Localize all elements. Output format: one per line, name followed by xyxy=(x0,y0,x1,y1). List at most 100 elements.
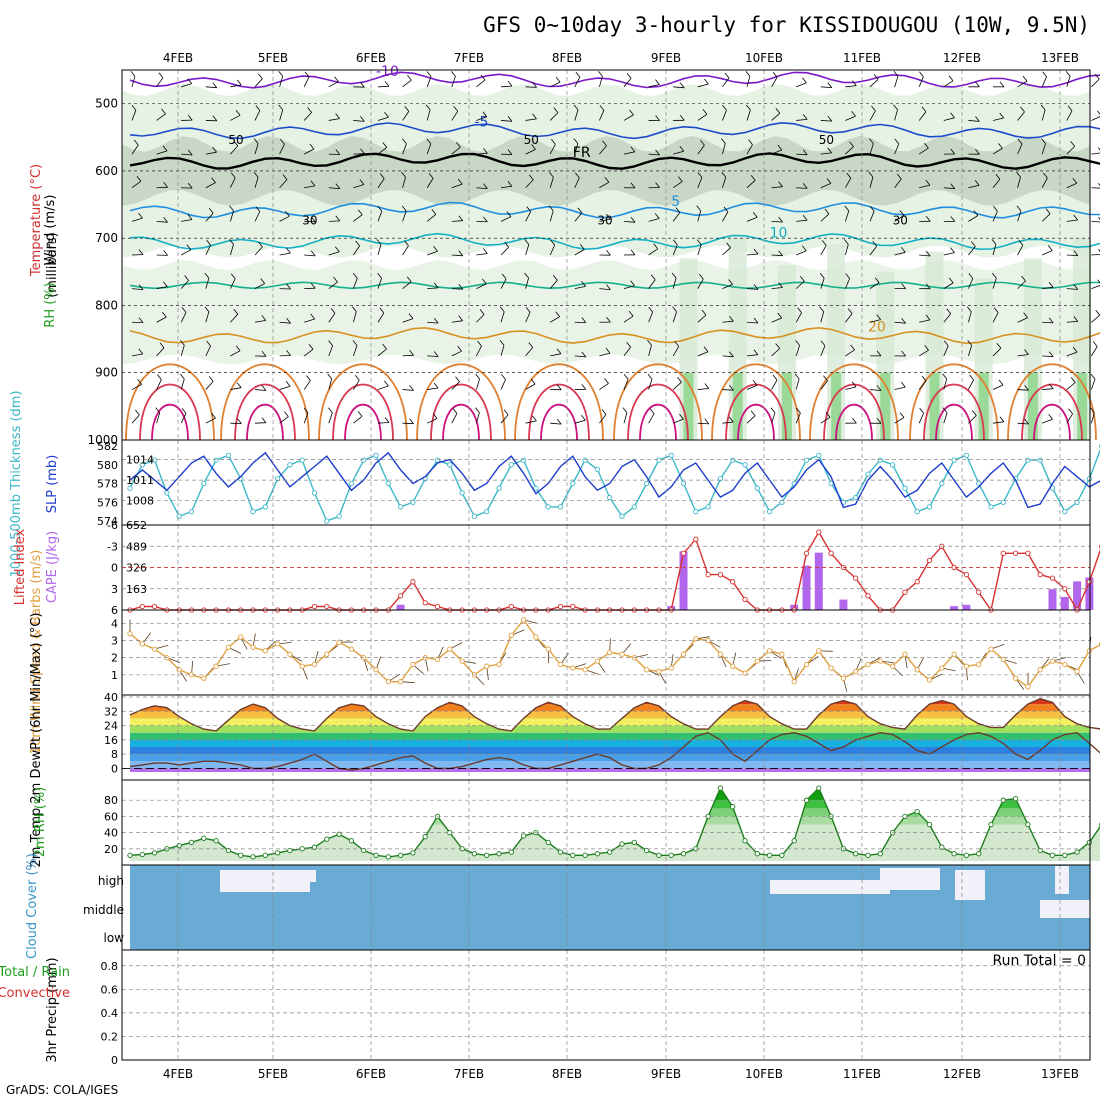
thickness-series-point xyxy=(397,504,404,510)
wind-barb-flag xyxy=(360,116,365,122)
wind-barb xyxy=(549,316,560,323)
wind-barb-flag xyxy=(869,205,875,212)
wind-barb xyxy=(377,278,382,289)
wind-barb xyxy=(869,211,875,222)
wind-barb-flag xyxy=(335,215,341,222)
wind-barb xyxy=(918,76,924,87)
li-series-point xyxy=(151,603,158,610)
wind-barb-flag xyxy=(163,217,168,223)
wind-barb xyxy=(230,350,241,357)
wind-barb xyxy=(254,389,267,391)
wind-barb xyxy=(205,311,210,323)
rh-column-moist xyxy=(1027,372,1038,440)
wind-barb xyxy=(672,381,682,390)
wind-barb xyxy=(992,347,1002,357)
wind-barb xyxy=(943,313,952,323)
wind-barb-flag xyxy=(328,340,333,346)
wind-barb xyxy=(377,116,389,121)
wind-barb xyxy=(1066,219,1078,222)
wind-barb-flag xyxy=(1017,138,1023,145)
wind10-series-point xyxy=(287,651,293,657)
wind-barb xyxy=(1091,187,1100,189)
temp-stripe xyxy=(130,739,1090,747)
wind-barb-flag xyxy=(309,143,315,150)
thickness-series-point xyxy=(311,490,318,496)
wind-barb xyxy=(795,312,802,323)
wind-barb xyxy=(869,143,874,155)
wind-barb-flag xyxy=(679,115,685,121)
wind-barb xyxy=(402,318,414,323)
cloud-gap xyxy=(955,870,985,900)
rh2m-series-point xyxy=(631,839,637,846)
wind-barb xyxy=(156,347,165,357)
wind-barb-flag xyxy=(138,249,144,255)
wind-barb-flag xyxy=(852,417,857,424)
wind-barb-flag xyxy=(333,276,338,283)
li-series-point xyxy=(311,603,318,610)
wind-barb-flag xyxy=(998,143,1003,149)
wind-barb-flag xyxy=(796,407,801,414)
wind-barb-flag xyxy=(655,149,660,156)
wind-barb xyxy=(181,249,192,256)
warm-dome-contour xyxy=(835,403,873,441)
wind-barb-flag xyxy=(184,275,189,281)
wind-barb xyxy=(328,118,340,121)
li-tick: 3 xyxy=(111,583,118,596)
wind-barb xyxy=(549,144,556,155)
wind-barb xyxy=(943,282,954,289)
wind-barb xyxy=(968,379,974,390)
wind-barb-flag xyxy=(556,384,562,390)
wind-barb xyxy=(672,277,677,289)
rh2m-tick: 20 xyxy=(104,843,118,856)
wind-barb xyxy=(968,278,974,289)
rh2m-tick: 80 xyxy=(104,794,118,807)
wind-barb-flag xyxy=(206,340,211,347)
wind10-series-point xyxy=(520,617,527,623)
wind-barb xyxy=(869,282,880,289)
rh2m-series-point xyxy=(238,852,244,858)
wind-barb-flag xyxy=(795,340,800,346)
wind-barb-flag xyxy=(1018,240,1024,246)
rh2m-series-point xyxy=(1074,849,1080,855)
wind-barb-flag xyxy=(280,138,285,145)
wind-barb-flag xyxy=(408,313,414,319)
wind-barb-flag xyxy=(581,415,586,421)
wind-barb xyxy=(230,84,242,88)
rh-contour-label: 50 xyxy=(228,133,243,147)
li-series-point xyxy=(324,603,330,610)
wind-barb-flag xyxy=(482,248,488,254)
rh2m-series-point xyxy=(951,851,957,857)
wind-barb xyxy=(722,247,731,256)
wind10-series-point xyxy=(791,679,797,685)
thickness-series-point xyxy=(877,457,883,463)
wind-barb-flag xyxy=(138,348,144,355)
wind-barb xyxy=(156,316,167,323)
wind-barb-flag xyxy=(950,247,955,253)
wind-barb-flag xyxy=(851,110,856,117)
wind-barb-flag xyxy=(501,273,507,280)
wind-barb xyxy=(722,421,734,424)
warm-dome-contour xyxy=(246,403,284,441)
wind-barb-flag xyxy=(802,214,808,221)
wind-barb xyxy=(451,254,463,257)
wind10-series-point xyxy=(963,663,970,669)
wind-barb-flag xyxy=(827,147,833,154)
isotherm-label: 5 xyxy=(671,194,680,210)
wind-barb-flag xyxy=(504,241,510,248)
wind-barb-flag xyxy=(284,411,289,417)
wind-barb xyxy=(131,353,143,357)
wind-barb xyxy=(1091,116,1100,121)
temp2m-ylabel: 2m Temp 2m DewPt (6hr Min/Max) (°C) xyxy=(29,613,44,868)
wind-barb xyxy=(648,378,653,390)
wind-barb-flag xyxy=(724,72,730,79)
thickness-series-point xyxy=(508,462,514,468)
wind-barb-flag xyxy=(753,317,759,324)
wind10-series-point xyxy=(594,658,601,664)
wind-barb-flag xyxy=(451,71,456,77)
thickness-series-point xyxy=(865,471,871,477)
wind-barb xyxy=(992,244,997,256)
li-series-point xyxy=(853,575,859,581)
cape-bar xyxy=(1085,577,1094,610)
wind-barb xyxy=(402,79,412,88)
wind-barb-flag xyxy=(704,383,710,389)
